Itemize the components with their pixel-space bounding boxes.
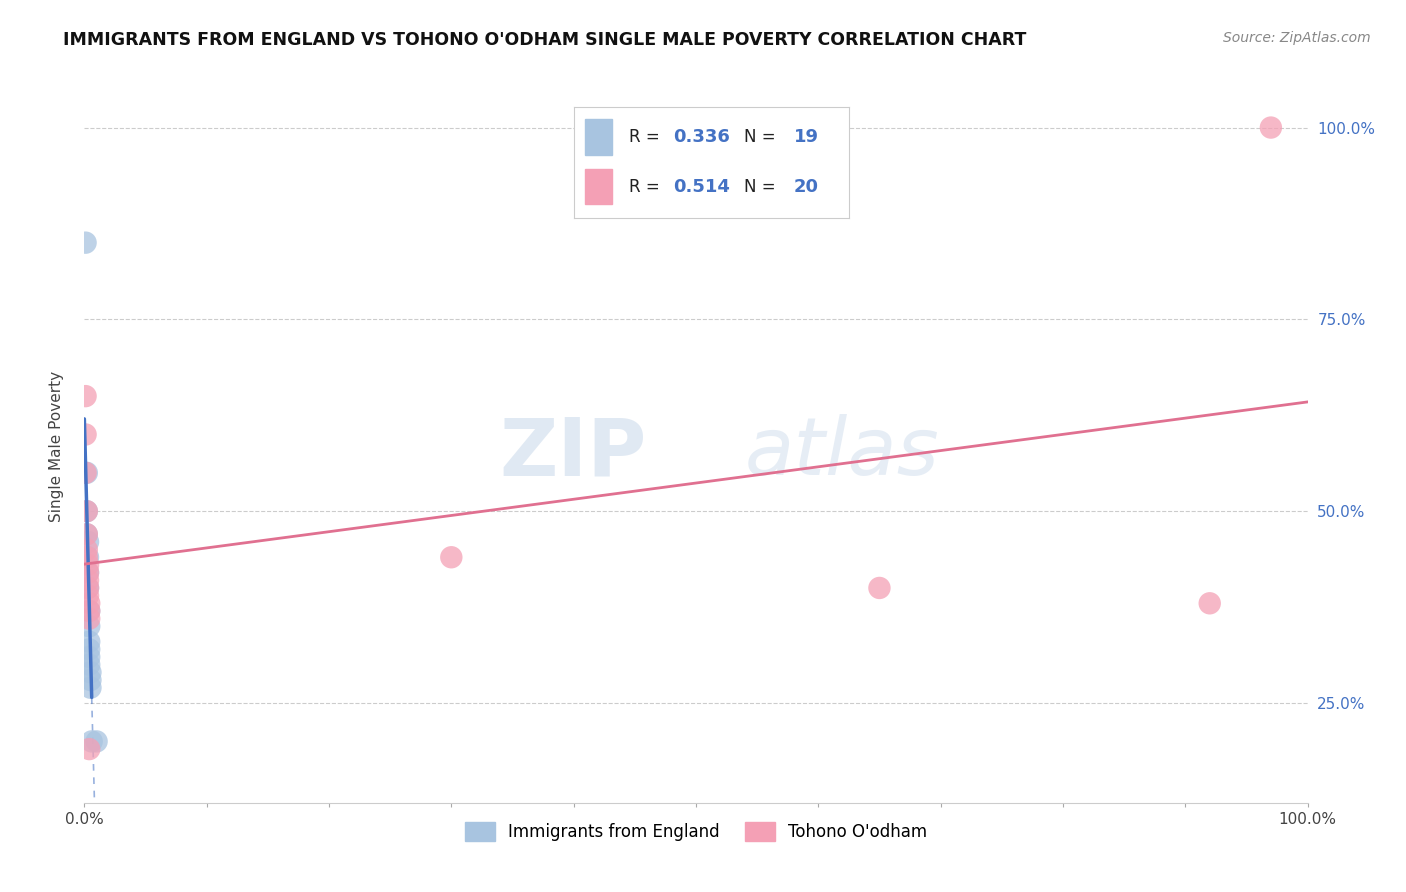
Point bbox=[77, 535, 100, 549]
Point bbox=[79, 681, 101, 695]
Text: IMMIGRANTS FROM ENGLAND VS TOHONO O'ODHAM SINGLE MALE POVERTY CORRELATION CHART: IMMIGRANTS FROM ENGLAND VS TOHONO O'ODHA… bbox=[63, 31, 1026, 49]
Point bbox=[77, 619, 100, 633]
Point bbox=[77, 604, 100, 618]
Point bbox=[77, 604, 100, 618]
Point bbox=[75, 427, 97, 442]
Point bbox=[86, 734, 108, 748]
Point bbox=[80, 734, 103, 748]
Point bbox=[440, 550, 463, 565]
Point bbox=[76, 527, 98, 541]
Point bbox=[77, 612, 100, 626]
Point bbox=[77, 566, 100, 580]
Point bbox=[76, 542, 98, 557]
Point bbox=[1260, 120, 1282, 135]
Point bbox=[77, 742, 100, 756]
Point bbox=[79, 665, 101, 680]
Point bbox=[77, 566, 100, 580]
Point bbox=[77, 558, 100, 572]
Point bbox=[869, 581, 891, 595]
Text: ZIP: ZIP bbox=[499, 414, 647, 492]
Point bbox=[77, 657, 100, 672]
Point bbox=[77, 596, 100, 610]
Legend: Immigrants from England, Tohono O'odham: Immigrants from England, Tohono O'odham bbox=[458, 815, 934, 848]
Point bbox=[76, 504, 98, 518]
Point bbox=[77, 634, 100, 648]
Text: atlas: atlas bbox=[745, 414, 939, 492]
Point bbox=[75, 235, 97, 250]
Point bbox=[77, 642, 100, 657]
Point bbox=[76, 504, 98, 518]
Point bbox=[77, 581, 100, 595]
Point bbox=[75, 389, 97, 403]
Point bbox=[77, 650, 100, 665]
Point bbox=[79, 673, 101, 687]
Point bbox=[75, 466, 97, 480]
Point bbox=[77, 581, 100, 595]
Point bbox=[77, 574, 100, 588]
Point bbox=[76, 466, 98, 480]
Text: Source: ZipAtlas.com: Source: ZipAtlas.com bbox=[1223, 31, 1371, 45]
Point bbox=[77, 550, 100, 565]
Point bbox=[77, 589, 100, 603]
Y-axis label: Single Male Poverty: Single Male Poverty bbox=[49, 370, 65, 522]
Point bbox=[76, 550, 98, 565]
Point bbox=[76, 527, 98, 541]
Point bbox=[1198, 596, 1220, 610]
